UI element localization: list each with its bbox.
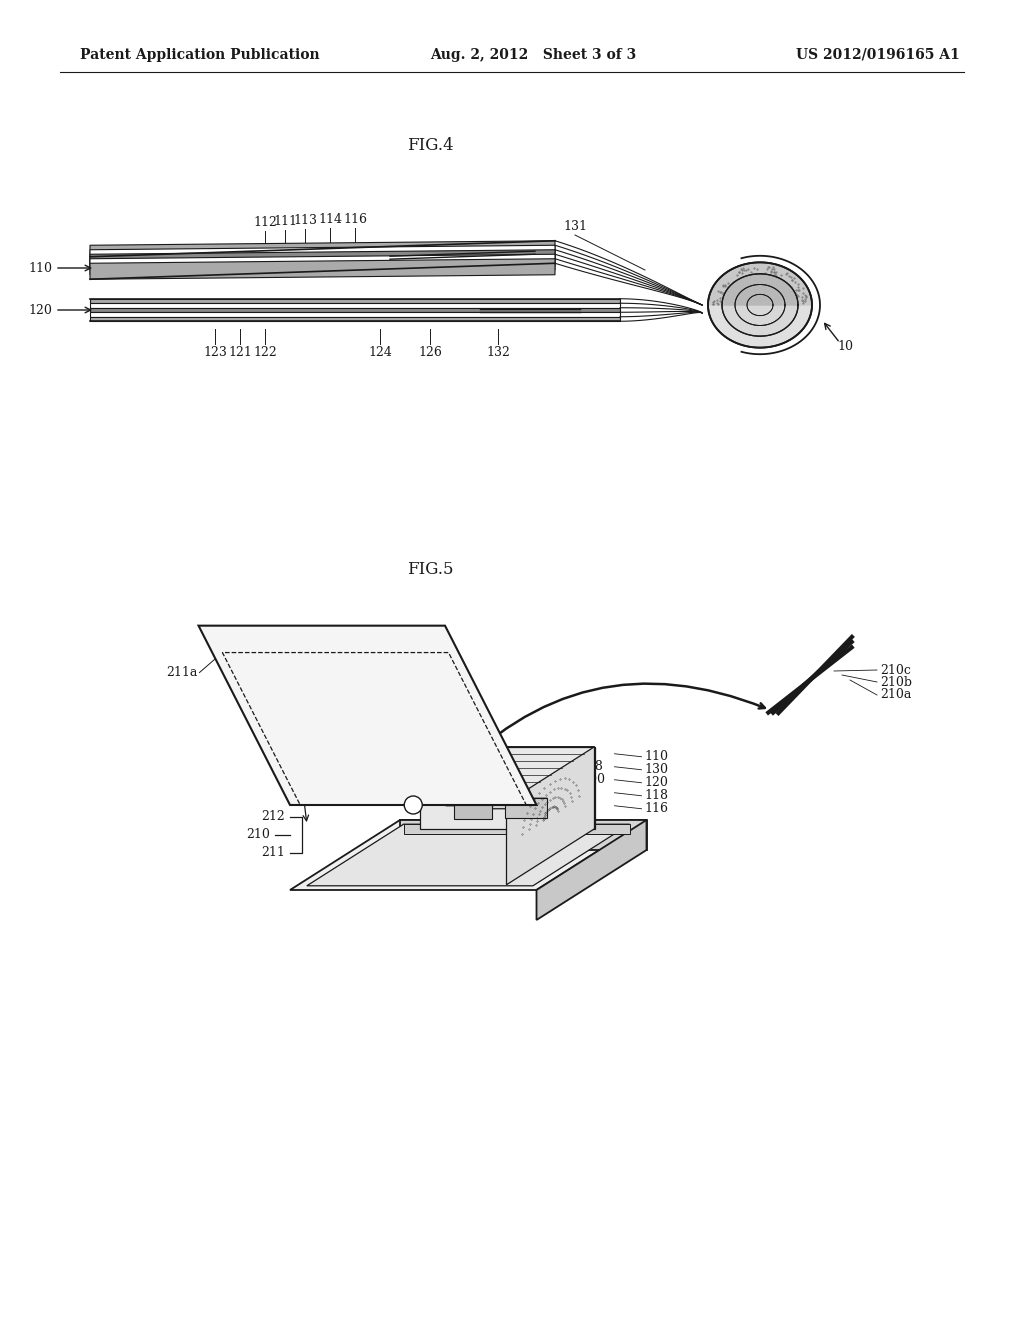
Text: 121: 121 [228,346,252,359]
Text: 116: 116 [343,213,367,226]
Polygon shape [90,317,620,321]
Text: Patent Application Publication: Patent Application Publication [80,48,319,62]
Text: 114: 114 [318,214,342,227]
Polygon shape [290,820,646,890]
Text: 116: 116 [644,803,669,816]
Text: 110: 110 [28,261,52,275]
Text: 122: 122 [253,346,276,359]
Polygon shape [454,785,493,804]
Text: 120: 120 [644,776,669,789]
Polygon shape [90,308,620,313]
Circle shape [404,796,422,814]
Polygon shape [90,298,620,304]
Polygon shape [708,305,812,347]
Polygon shape [90,313,620,317]
Text: 128: 128 [580,760,603,774]
Text: 113: 113 [293,214,317,227]
Text: FIG.4: FIG.4 [407,136,454,153]
Text: 126: 126 [559,750,583,763]
Polygon shape [445,785,493,791]
Polygon shape [90,249,555,271]
Polygon shape [488,799,547,809]
Text: 110: 110 [644,750,669,763]
Text: 120: 120 [28,304,52,317]
Text: 211: 211 [261,846,285,859]
Polygon shape [90,255,555,275]
Text: 211a: 211a [166,667,198,678]
Polygon shape [722,305,798,337]
Text: 112: 112 [253,215,276,228]
Polygon shape [90,304,620,308]
Text: 123: 123 [203,346,227,359]
Text: 100: 100 [581,774,605,787]
Polygon shape [90,259,555,280]
Text: 130: 130 [644,763,669,776]
Polygon shape [708,263,812,305]
Polygon shape [90,246,555,265]
Text: 210b: 210b [880,676,912,689]
Text: Aug. 2, 2012   Sheet 3 of 3: Aug. 2, 2012 Sheet 3 of 3 [430,48,636,62]
Text: 10: 10 [837,341,853,354]
Polygon shape [400,820,646,850]
Text: US 2012/0196165 A1: US 2012/0196165 A1 [797,48,961,62]
Polygon shape [445,800,493,805]
Text: 118: 118 [644,789,669,803]
Polygon shape [537,820,646,920]
Polygon shape [90,240,555,261]
Text: 132: 132 [486,346,510,359]
Text: 212a: 212a [438,793,470,807]
Text: 124: 124 [368,346,392,359]
Text: 210c: 210c [880,664,911,676]
Text: 200: 200 [268,634,292,647]
Polygon shape [454,800,493,818]
Polygon shape [332,747,595,803]
Text: 131: 131 [563,220,587,234]
Text: 210a: 210a [880,689,911,701]
Polygon shape [505,799,547,818]
Text: 210: 210 [246,829,270,842]
Text: 212: 212 [261,810,285,824]
Text: 126: 126 [418,346,442,359]
Polygon shape [507,747,595,884]
Text: 111: 111 [273,215,297,228]
Polygon shape [307,824,630,886]
Polygon shape [722,273,798,305]
Polygon shape [199,626,537,805]
Text: FIG.5: FIG.5 [407,561,454,578]
Polygon shape [403,824,630,834]
Polygon shape [420,747,595,829]
